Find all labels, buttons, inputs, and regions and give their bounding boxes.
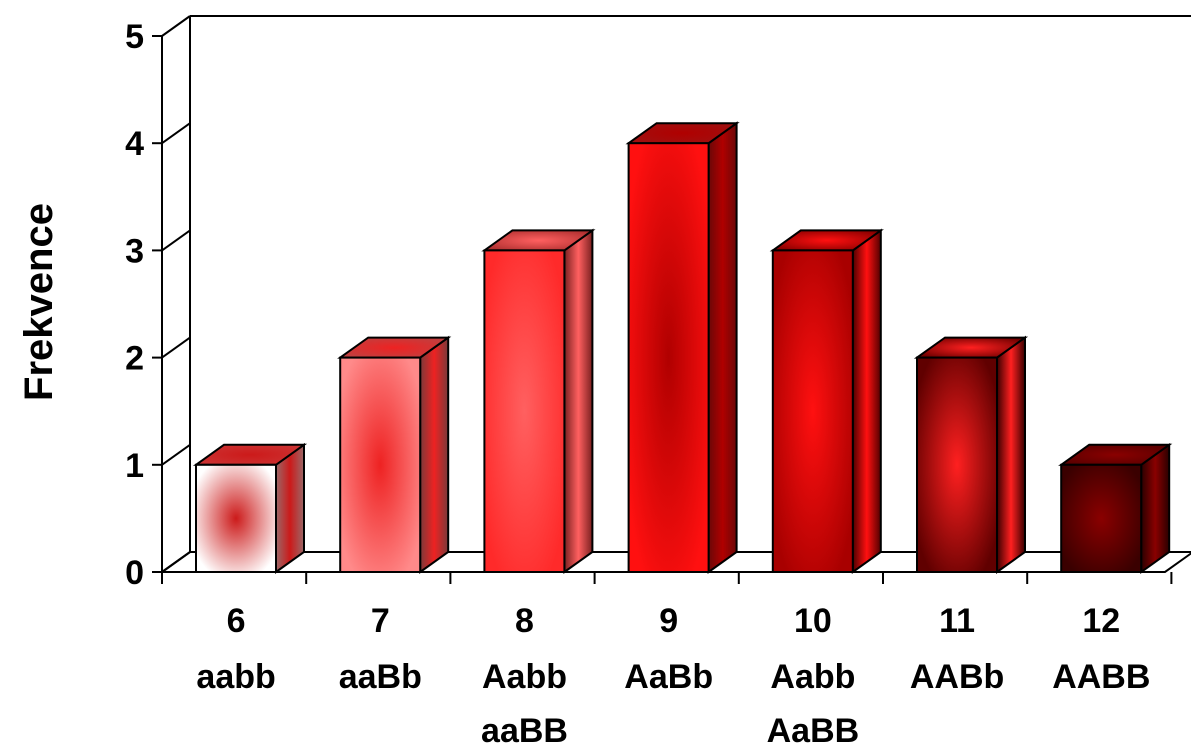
category-genotype-label: AaBB <box>767 712 860 749</box>
y-tick-connector <box>161 122 191 145</box>
category-genotype-label: Aabb <box>482 658 567 696</box>
bars <box>192 121 1173 574</box>
category-genotype-label: aaBb <box>339 658 422 696</box>
bar-front <box>916 356 998 573</box>
bar-side <box>1140 442 1171 574</box>
y-tick-label: 4 <box>125 125 144 163</box>
bar <box>625 121 740 574</box>
bar-front <box>1060 463 1143 573</box>
category-genotype-label: AABB <box>1052 658 1150 696</box>
y-tick-connector <box>161 229 191 252</box>
category-number-label: 8 <box>515 602 534 640</box>
category-number-label: 7 <box>371 602 390 640</box>
category-number-label: 11 <box>939 602 975 640</box>
y-tick-label: 3 <box>125 232 144 270</box>
category-genotype-label: aaBB <box>481 712 568 749</box>
bar-front <box>483 249 566 573</box>
bar-side <box>851 228 882 574</box>
bar <box>769 228 884 574</box>
bar <box>337 335 452 574</box>
bar-front <box>627 142 710 573</box>
y-tick-label: 0 <box>125 554 144 592</box>
bar-front <box>771 249 854 573</box>
y-axis-title: Frekvence <box>17 203 61 401</box>
y-tick-connector <box>161 443 191 466</box>
category-genotype-label: AaBb <box>624 658 713 696</box>
category-genotype-label: aabb <box>196 658 275 696</box>
y-tick-label: 2 <box>125 340 144 378</box>
y-tick-connector <box>161 336 191 359</box>
bar-side <box>275 442 305 574</box>
bar <box>192 442 308 574</box>
category-number-label: 6 <box>227 602 246 640</box>
bar <box>913 335 1029 574</box>
bar-front <box>339 356 422 573</box>
bar-side <box>707 121 738 574</box>
category-genotype-label: AABb <box>910 658 1004 696</box>
category-number-label: 12 <box>1082 602 1120 640</box>
y-tick-label: 1 <box>125 447 144 485</box>
bar-side <box>563 228 594 574</box>
y-tick-connector <box>161 551 191 573</box>
bar-side <box>419 335 450 574</box>
y-tick-labels: 0 1 2 3 4 5 <box>125 18 144 592</box>
category-number-label: 10 <box>794 602 832 640</box>
y-tick-connector <box>161 15 191 37</box>
bar <box>1058 442 1173 574</box>
category-genotype-label: Aabb <box>770 658 855 696</box>
category-labels: 6 aabb 7 aaBb 8 Aabb aaBB 9 AaBb 10 Aabb AaBB 11 AABb… <box>196 602 1150 749</box>
bar-front <box>195 463 277 573</box>
bar <box>481 228 596 574</box>
bar-side <box>996 335 1026 574</box>
y-tick-label: 5 <box>125 18 144 56</box>
category-number-label: 9 <box>659 602 678 640</box>
